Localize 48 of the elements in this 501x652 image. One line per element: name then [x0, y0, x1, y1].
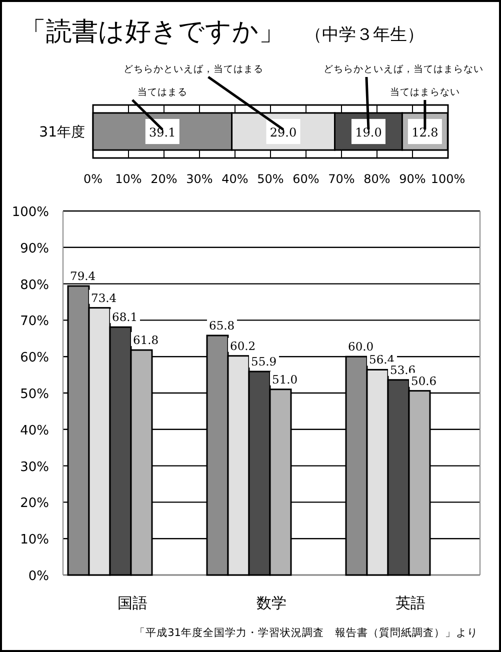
x-tick-label: 60% [292, 172, 320, 186]
y-tick-label: 100% [12, 205, 49, 220]
data-label: 60.0 [348, 340, 374, 354]
x-tick-label: 90% [399, 172, 426, 186]
data-label: 73.4 [91, 290, 117, 305]
data-label: 61.8 [133, 333, 159, 348]
y-tick-label: 70% [20, 314, 49, 330]
chart-subtitle: （中学３年生） [305, 25, 424, 45]
x-tick-label: 英語 [396, 594, 426, 612]
data-label: 65.8 [209, 318, 235, 332]
y-tick-label: 20% [20, 496, 49, 512]
series-label: 当てはまる [137, 86, 188, 98]
data-label: 50.6 [411, 374, 437, 388]
x-tick-label: 国語 [118, 594, 148, 612]
y-tick-label: 90% [20, 241, 49, 256]
text: どちらかといえば，当てはまらない [323, 63, 484, 75]
y-tick-label: 31年度 [39, 124, 85, 140]
x-tick-label: 50% [257, 172, 284, 186]
x-tick-label: 40% [222, 172, 248, 186]
y-tick-label: 60% [20, 350, 49, 366]
y-tick-label: 0% [28, 569, 49, 584]
x-tick-label: 0% [83, 172, 103, 186]
data-label: 60.2 [230, 338, 256, 353]
x-tick-label: 30% [186, 172, 213, 186]
chart-title: 「読書は好きですか」 [20, 17, 285, 47]
y-tick-label: 30% [20, 460, 49, 475]
y-tick-label: 50% [20, 387, 49, 402]
text: どちらかといえば，当てはまる [123, 63, 264, 75]
x-tick-label: 数学 [256, 594, 286, 612]
x-tick-label: 20% [150, 172, 178, 186]
y-tick-label: 40% [20, 423, 49, 438]
x-tick-label: 10% [115, 172, 142, 186]
data-label: 39.1 [149, 126, 176, 140]
text: 「平成31年度全国学力・学習状況調査 報告書（質問紙調査）」より [134, 626, 478, 639]
y-tick-label: 80% [20, 278, 49, 293]
y-tick-label: 10% [20, 532, 49, 548]
data-label: 55.9 [251, 354, 277, 369]
data-label: 12.8 [412, 126, 438, 140]
data-label: 51.0 [272, 372, 298, 386]
data-label: 19.0 [355, 126, 382, 140]
data-label: 79.4 [70, 268, 96, 283]
data-label: 53.6 [390, 362, 416, 377]
text: 当てはまらない [390, 86, 460, 98]
x-tick-label: 70% [328, 172, 355, 186]
x-tick-label: 80% [364, 172, 390, 186]
data-label: 29.0 [270, 126, 297, 140]
x-tick-label: 100% [430, 172, 466, 186]
data-label: 68.1 [112, 310, 138, 324]
